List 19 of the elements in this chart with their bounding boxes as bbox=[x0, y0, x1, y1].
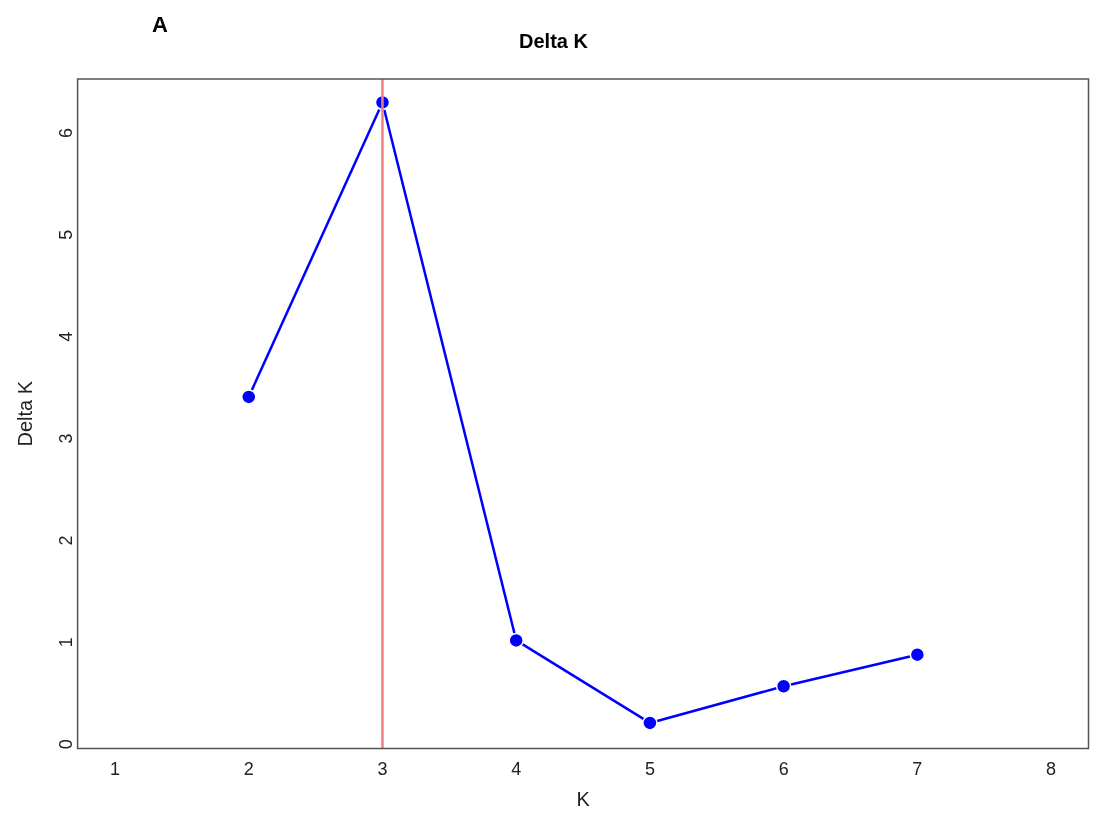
y-tick-label: 4 bbox=[55, 331, 76, 342]
y-tick-label: 0 bbox=[55, 739, 76, 750]
chart-title: Delta K bbox=[519, 29, 589, 52]
x-tick-label: 1 bbox=[110, 759, 121, 780]
text: A bbox=[152, 12, 168, 38]
y-tick-label: 6 bbox=[55, 127, 76, 138]
x-tick-label: 5 bbox=[644, 759, 655, 780]
x-tick-label: 2 bbox=[243, 759, 254, 780]
y-tick-label: 1 bbox=[55, 637, 76, 648]
x-tick-label: 8 bbox=[1046, 759, 1057, 780]
x-tick-label: 4 bbox=[511, 759, 522, 780]
y-tick-label: 3 bbox=[55, 433, 76, 444]
y-tick-label: 2 bbox=[55, 535, 76, 546]
y-axis-title: Delta K bbox=[13, 380, 36, 447]
y-tick-label: 5 bbox=[55, 229, 76, 240]
x-tick-label: 6 bbox=[778, 759, 789, 780]
x-axis-title: K bbox=[576, 787, 591, 810]
x-tick-label: 7 bbox=[912, 759, 923, 780]
x-tick-label: 3 bbox=[377, 759, 388, 780]
